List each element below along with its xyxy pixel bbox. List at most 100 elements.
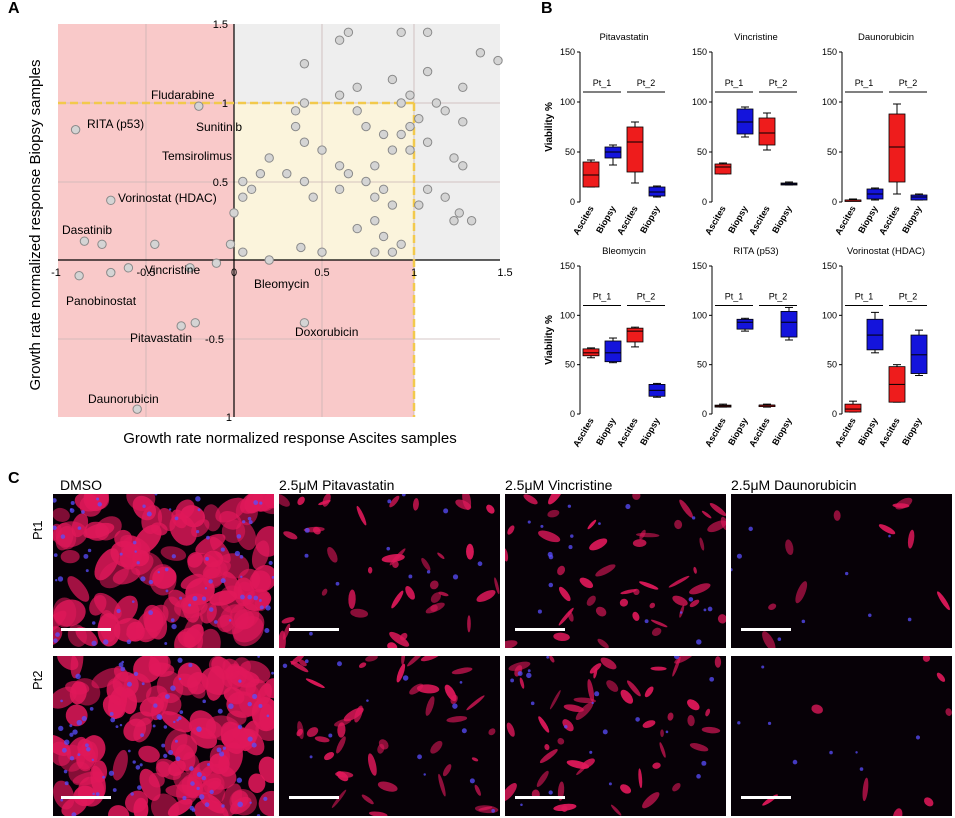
cell [305,678,325,689]
nucleus [148,579,154,585]
cell [558,607,574,626]
y-tick-label: 1 [222,98,228,110]
nucleus [70,500,75,506]
cell [467,615,471,633]
cell [195,533,226,555]
cell [297,496,305,506]
nucleus [69,508,73,511]
nucleus [171,623,177,630]
cell [644,686,654,698]
nucleus [673,656,680,660]
boxplot-y-tick-label: 50 [827,147,837,157]
cell [84,521,110,541]
nucleus [265,605,271,611]
y-tick-label: -0.5 [205,334,224,346]
nucleus [152,724,156,728]
nucleus [64,739,70,745]
red-zone-bottom [234,260,414,417]
nucleus [134,550,137,553]
cell [249,570,272,593]
cell [65,704,88,727]
nucleus [337,661,342,667]
cell [539,749,558,764]
nucleus [761,665,765,669]
nucleus [175,756,181,762]
nucleus [81,715,87,722]
micrograph-image [279,494,500,648]
nucleus [119,723,123,727]
scatter-point [194,101,204,111]
scatter-point [422,27,433,38]
group-label: Pt_1 [855,78,874,88]
scatter-point [264,255,274,265]
nucleus [564,725,568,729]
cell [597,638,609,648]
cell [245,678,268,701]
scatter-point [352,106,362,116]
cell [553,632,570,642]
scatter-point [378,231,389,242]
cell [430,740,443,754]
cell [895,497,913,510]
cell [377,781,398,792]
nucleus [548,582,554,588]
nucleus [228,619,232,622]
nucleus [736,553,742,559]
cell [387,642,398,648]
nucleus [748,526,753,532]
nucleus [81,510,85,514]
cell [486,504,495,514]
cell [171,509,188,529]
nucleus [71,812,77,816]
group-label: Pt_1 [725,78,744,88]
nucleus [220,547,225,552]
cell [420,656,441,662]
scatter-point [396,27,406,38]
cell [258,756,274,784]
nucleus [201,596,207,601]
cell [446,716,468,723]
cell [575,702,594,721]
cell [720,516,726,531]
nucleus [408,574,413,579]
boxplot-y-label: Viability % [544,102,555,152]
box [736,318,754,330]
scale-bar [61,628,111,631]
scatter-point [352,82,362,93]
nucleus [164,694,170,700]
cell [494,577,500,595]
nucleus [140,733,144,738]
cell [55,525,74,551]
scatter-point [405,145,415,155]
box [714,163,732,175]
nucleus [459,680,463,684]
cell [191,519,210,538]
cell [94,548,120,581]
nucleus [598,522,601,526]
scatter-point [229,208,239,218]
cell [795,581,808,604]
cell [505,640,518,648]
boxplot-title: Bleomycin [602,246,646,257]
nucleus [402,675,409,681]
cell [689,583,711,595]
cell [639,581,659,590]
cell [922,656,931,662]
cell [639,529,646,540]
cell [226,710,247,726]
nucleus [164,567,169,572]
nucleus [635,717,640,722]
cell [264,678,274,699]
cell [668,575,690,588]
cell [579,577,594,589]
nucleus [271,671,274,675]
cell [506,722,515,737]
nucleus [915,735,921,740]
nucleus [859,767,864,771]
cell [762,631,776,648]
category-label: Biopsy [638,416,662,447]
cell [672,782,681,792]
cell [660,729,664,738]
cell [219,510,242,530]
nucleus [127,749,131,753]
